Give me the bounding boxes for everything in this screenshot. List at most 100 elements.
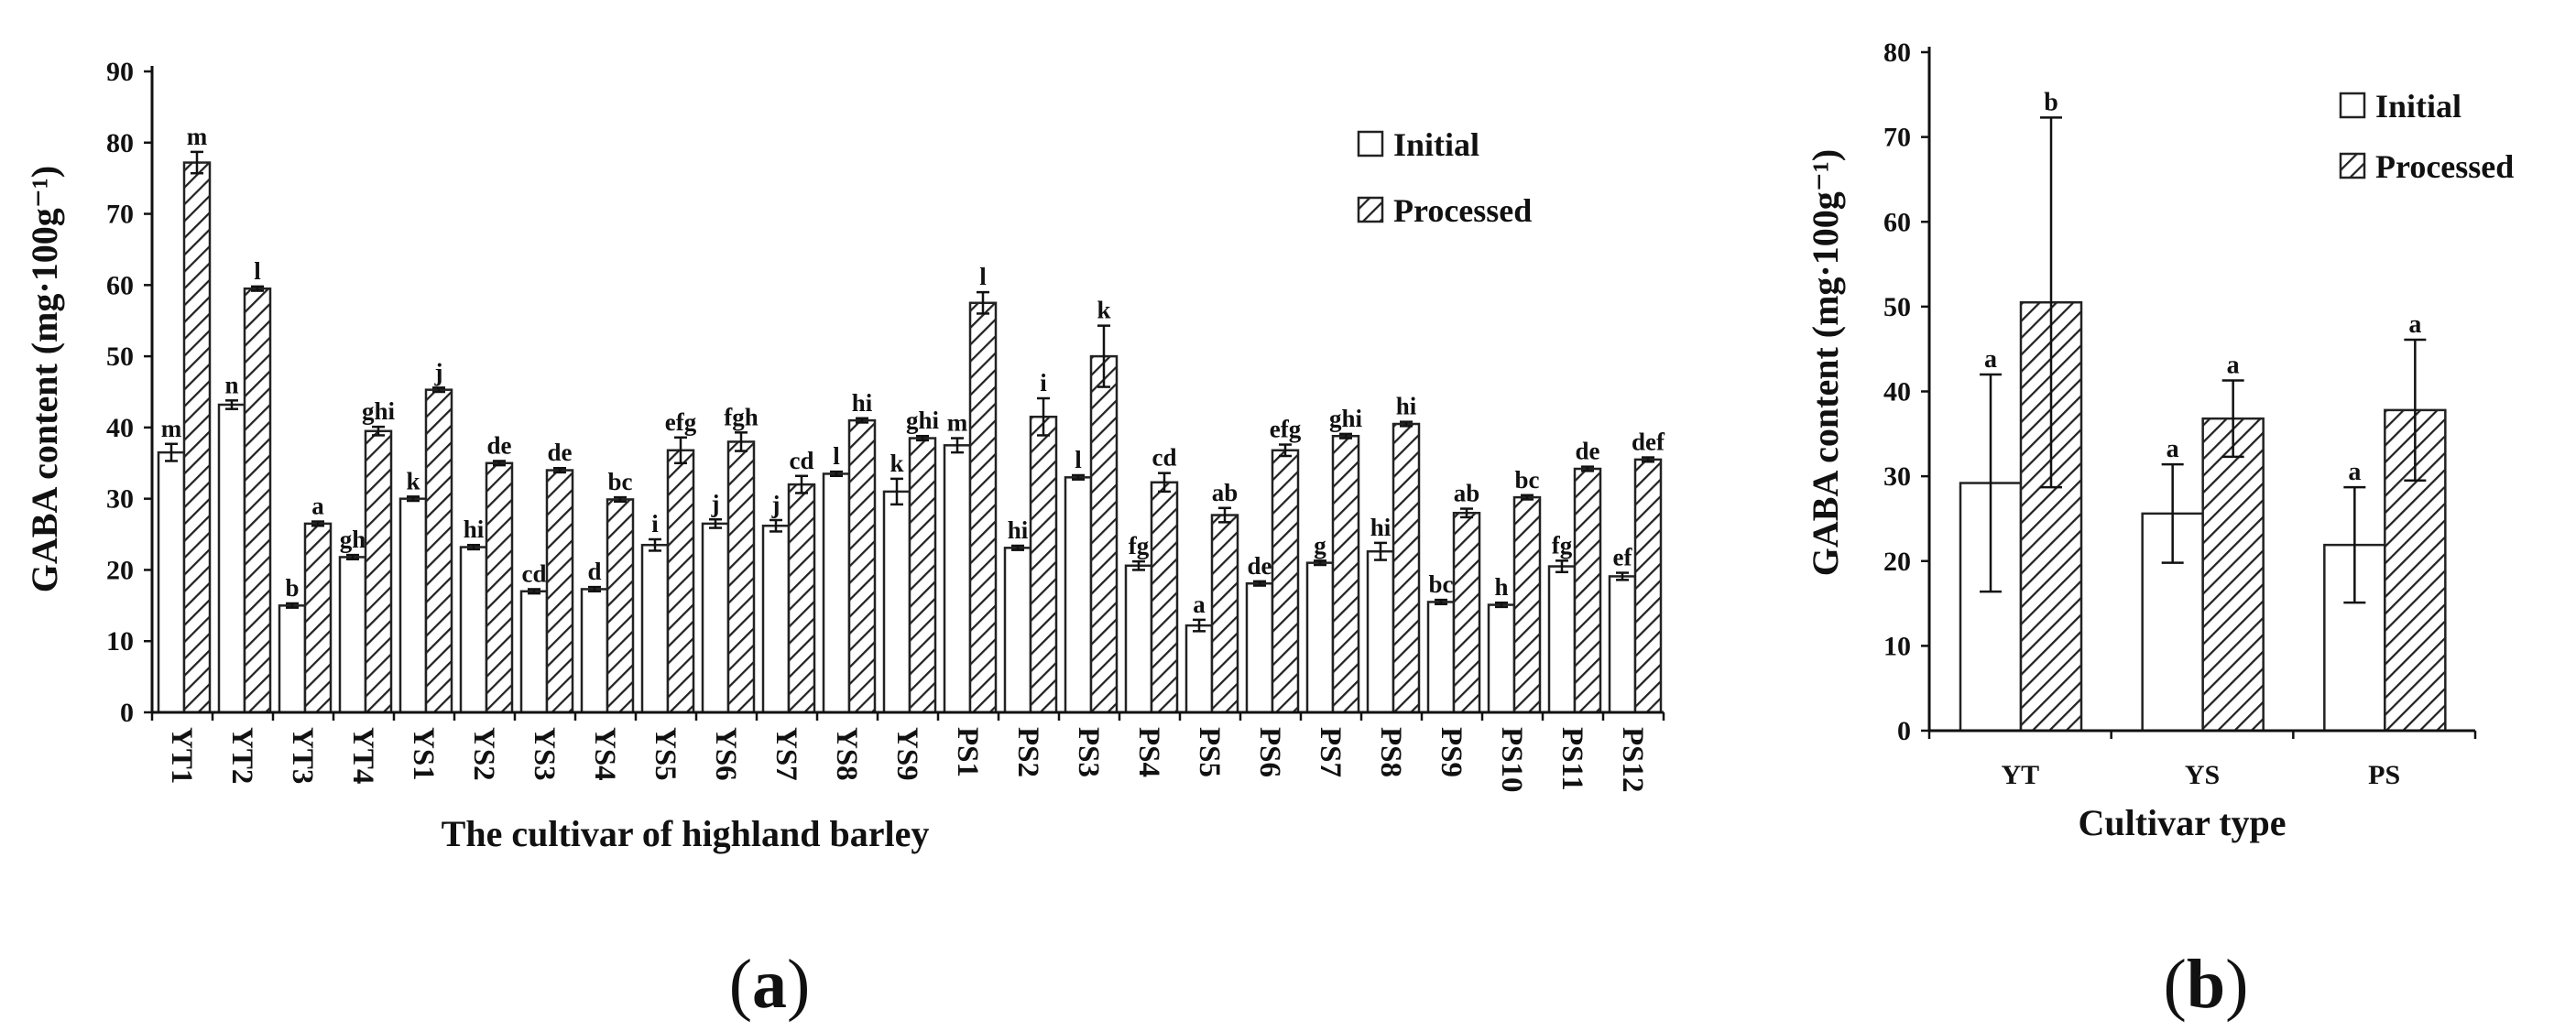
chart-a-bar-processed-ps3 <box>1089 354 1119 714</box>
chart-b-legend-item-processed: Processed <box>2339 148 2514 185</box>
chart-b-y-tick-label: 80 <box>1883 38 1911 68</box>
chart-a-sig-label-processed-ps12: def <box>1632 429 1665 456</box>
chart-a-bar-initial-ys2 <box>459 546 488 714</box>
panel-label-a-text: (a) <box>729 946 811 1023</box>
chart-a-sig-label-processed-yt1: m <box>187 123 208 150</box>
chart-a-x-tick-label-ys3: YS3 <box>528 727 561 781</box>
chart-a-legend-swatch-initial <box>1357 130 1384 157</box>
chart-a-error-bar-processed-ys2 <box>493 460 506 467</box>
chart-b-legend-swatch-processed <box>2339 152 2366 179</box>
chart-a-bar-processed-ps6 <box>1271 449 1300 714</box>
chart-a-error-bar-processed-ps4 <box>1158 472 1171 494</box>
chart-a-bar-processed-ys6 <box>726 440 756 714</box>
chart-a-error-bar-initial-ps7 <box>1314 559 1326 567</box>
chart-a-bar-processed-ps10 <box>1512 495 1542 714</box>
chart-a-bar-processed-ps11 <box>1573 467 1602 714</box>
chart-a-error-bar-processed-ps6 <box>1279 443 1292 458</box>
chart-b-y-tick-label: 20 <box>1883 547 1911 577</box>
chart-a-legend: Initial Processed <box>1357 126 1532 229</box>
chart-a-sig-label-initial-ps10: h <box>1494 573 1508 601</box>
chart-a-error-bar-processed-ps12 <box>1642 456 1654 463</box>
chart-a-y-tick-label: 60 <box>106 270 134 300</box>
chart-a-sig-label-processed-ps1: l <box>979 263 987 290</box>
chart-a-bar-initial-yt3 <box>278 604 307 714</box>
chart-a-bar-processed-ys4 <box>606 498 635 714</box>
chart-a-sig-label-initial-ys5: i <box>651 510 659 537</box>
chart-a-sig-label-initial-yt2: n <box>224 371 238 398</box>
chart-b-y-tick-label: 50 <box>1883 292 1911 322</box>
chart-a-bar-initial-ys7 <box>761 524 791 714</box>
chart-a-bar-processed-ys8 <box>847 418 877 714</box>
chart-a-bar-processed-ps9 <box>1452 511 1481 714</box>
chart-a-error-bar-processed-ys4 <box>614 495 627 504</box>
chart-a-error-bar-initial-ys6 <box>709 517 722 529</box>
chart-a-bar-processed-ps4 <box>1150 481 1179 714</box>
chart-a-x-tick-label-yt2: YT2 <box>225 727 258 784</box>
chart-a-x-tick-label-ps11: PS11 <box>1555 727 1588 791</box>
chart-a-x-tick-label-ys6: YS6 <box>709 727 742 781</box>
chart-a-bar-initial-ys6 <box>701 522 730 714</box>
chart-a-sig-label-initial-ps9: bc <box>1429 570 1454 598</box>
chart-a-y-tick-label: 20 <box>106 555 134 585</box>
chart-a-bar-initial-ps5 <box>1184 624 1214 714</box>
chart-b-legend-swatch-initial <box>2339 92 2366 119</box>
chart-a-error-bar-initial-ps11 <box>1555 559 1568 574</box>
chart-a-error-bar-initial-ps12 <box>1616 571 1629 581</box>
chart-a-legend-item-processed: Processed <box>1357 192 1532 229</box>
chart-a-sig-label-processed-ps8: hi <box>1396 393 1417 420</box>
chart-a-bar-processed-ps8 <box>1392 422 1421 714</box>
chart-a-error-bar-processed-ys3 <box>553 466 566 474</box>
chart-a-bar-initial-ps2 <box>1003 547 1032 714</box>
chart-a-x-tick-label-ys4: YS4 <box>588 727 621 781</box>
chart-b-error-bar-initial-yt <box>1980 373 2002 593</box>
chart-a-x-tick-label-ys8: YS8 <box>830 727 863 781</box>
chart-a-sig-label-initial-ys6: j <box>711 490 720 517</box>
chart-a-error-bar-initial-yt1 <box>165 442 178 462</box>
chart-a-bar-initial-ps1 <box>943 444 972 714</box>
chart-b-axes: 0 10 20 30 40 50 60 70 80 YT YS PS <box>1883 38 2477 790</box>
chart-b-bar-processed-ys <box>2201 417 2265 733</box>
chart-a-bar-processed-ys5 <box>666 449 695 714</box>
panel-label-b: (b) <box>2164 946 2249 1023</box>
chart-a-sig-label-processed-ys9: ghi <box>906 407 940 434</box>
chart-a-error-bar-initial-ys1 <box>407 495 420 503</box>
chart-a-error-bar-initial-ps6 <box>1253 580 1266 587</box>
chart-a-error-bar-initial-ps1 <box>951 437 964 454</box>
chart-a-x-axis-title: The cultivar of highland barley <box>442 813 930 854</box>
chart-a-bar-initial-ps7 <box>1305 561 1335 714</box>
chart-a-y-tick-label: 80 <box>106 128 134 158</box>
chart-a-error-bar-processed-yt3 <box>311 520 324 527</box>
chart-b-error-bar-processed-ys <box>2221 379 2244 459</box>
chart-a-sig-label-initial-ps3: l <box>1075 446 1082 473</box>
chart-a-error-bar-processed-ys5 <box>674 436 687 465</box>
chart-b: GABA content (mg·100g⁻¹) Cultivar type I… <box>1805 38 2514 843</box>
chart-a-sig-label-processed-ys2: de <box>487 431 512 459</box>
chart-b-y-tick-label: 30 <box>1883 461 1911 492</box>
chart-a-sig-label-processed-ps9: ab <box>1454 480 1480 507</box>
chart-a-error-bar-initial-ys3 <box>528 588 540 595</box>
chart-a-bar-initial-ys9 <box>882 490 911 714</box>
chart-a-error-bar-processed-yt1 <box>191 150 203 175</box>
chart-a-x-tick-label-ys7: YS7 <box>770 727 802 781</box>
chart-a-sig-label-initial-ps7: g <box>1314 531 1326 559</box>
chart-a-x-tick-label-yt4: YT4 <box>346 727 379 784</box>
chart-a-bar-initial-yt1 <box>157 450 186 714</box>
chart-a-x-tick-label-ys5: YS5 <box>649 727 682 781</box>
chart-a-sig-label-processed-ys8: hi <box>852 389 873 417</box>
chart-a-bar-processed-ps2 <box>1029 415 1058 714</box>
chart-b-x-tick-label-ps: PS <box>2368 760 2400 790</box>
chart-a-y-tick-label: 70 <box>106 200 134 230</box>
chart-a-sig-label-initial-ys4: d <box>587 558 601 585</box>
chart-a-sig-label-processed-ps5: ab <box>1212 479 1239 506</box>
chart-a-axes: 0 10 20 30 40 50 60 70 80 90 YT1 YT2 YT3 YT4 YS1 YS2 YS3… <box>106 57 1665 793</box>
chart-b-y-tick-label: 60 <box>1883 207 1911 237</box>
chart-a-x-tick-label-ps6: PS6 <box>1253 727 1286 777</box>
chart-a-sig-label-processed-ys4: bc <box>608 468 633 495</box>
chart-a-y-tick-label: 0 <box>120 698 134 728</box>
chart-b-sig-label-initial-ys: a <box>2167 435 2179 463</box>
chart-a-sig-label-processed-yt3: a <box>311 493 324 520</box>
chart-a-error-bar-processed-ys9 <box>916 434 929 442</box>
chart-a-error-bar-processed-ps2 <box>1037 396 1050 437</box>
chart-a-sig-label-processed-yt4: ghi <box>362 397 396 425</box>
